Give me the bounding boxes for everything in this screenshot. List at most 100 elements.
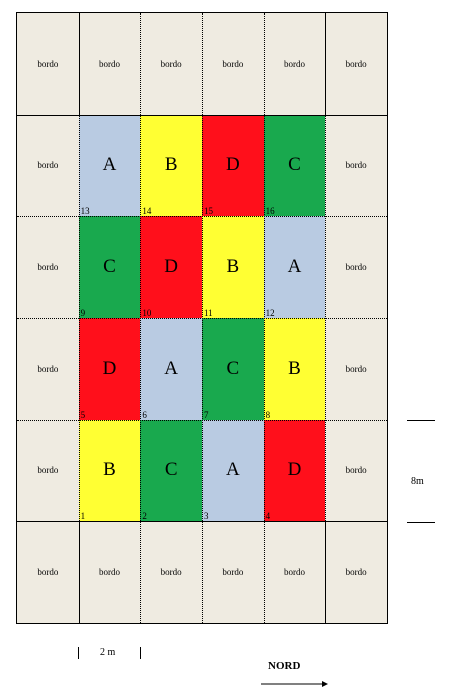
- border-cell: bordo: [17, 216, 79, 318]
- border-label: bordo: [37, 363, 59, 374]
- border-label: bordo: [345, 465, 367, 476]
- border-cell: bordo: [263, 521, 326, 623]
- height-scale-bottom-tick: [407, 522, 435, 523]
- plot-cell: A 12: [263, 216, 326, 318]
- plot-treatment-letter: D: [164, 256, 179, 278]
- plot-number: 12: [265, 307, 275, 318]
- plot-number: 13: [80, 206, 90, 217]
- plot-number: 1: [80, 511, 86, 522]
- border-cell: bordo: [325, 13, 387, 115]
- plot-treatment-letter: C: [288, 154, 301, 176]
- plot-treatment-letter: A: [287, 256, 302, 278]
- border-cell: bordo: [78, 521, 141, 623]
- border-label: bordo: [345, 160, 367, 171]
- border-label: bordo: [345, 58, 367, 69]
- plot-treatment-letter: B: [103, 459, 116, 481]
- grid-divider-horizontal: [17, 114, 387, 116]
- plot-treatment-letter: C: [164, 459, 178, 481]
- width-scale-left-tick: [78, 647, 79, 659]
- plot-number: 10: [142, 307, 152, 318]
- plot-treatment-letter: D: [102, 357, 117, 379]
- plot-cell: B 11: [202, 216, 264, 318]
- grid-divider-solid: [325, 13, 327, 115]
- plot-number: 5: [80, 409, 86, 420]
- plot-treatment-letter: B: [226, 256, 240, 278]
- grid-divider-horizontal: [17, 216, 387, 218]
- border-cell: bordo: [17, 114, 79, 217]
- plot-number: 11: [204, 307, 213, 318]
- grid-divider-horizontal: [17, 318, 387, 319]
- grid-divider-solid: [78, 13, 80, 115]
- north-label: NORD: [268, 660, 301, 672]
- border-cell: bordo: [17, 521, 79, 623]
- border-cell: bordo: [263, 13, 326, 115]
- border-label: bordo: [160, 58, 182, 69]
- plot-number: 9: [80, 307, 86, 318]
- plot-treatment-letter: C: [103, 256, 116, 278]
- plot-number: 2: [142, 511, 147, 522]
- border-label: bordo: [222, 567, 244, 578]
- width-scale-right-tick: [140, 647, 141, 659]
- border-label: bordo: [98, 567, 120, 578]
- border-cell: bordo: [17, 419, 79, 522]
- border-cell: bordo: [78, 13, 141, 115]
- plot-treatment-letter: A: [102, 154, 117, 176]
- grid-divider-solid: [325, 521, 327, 623]
- border-label: bordo: [283, 58, 305, 69]
- height-scale-label: 8m: [411, 476, 424, 487]
- plot-number: 16: [265, 206, 275, 217]
- border-label: bordo: [160, 567, 182, 578]
- plot-number: 3: [204, 511, 209, 522]
- border-cell: bordo: [325, 419, 387, 522]
- border-label: bordo: [37, 567, 59, 578]
- plot-number: 15: [204, 206, 213, 217]
- plot-treatment-letter: A: [225, 459, 240, 481]
- border-cell: bordo: [17, 13, 79, 115]
- border-cell: bordo: [202, 521, 264, 623]
- grid-divider-horizontal: [17, 521, 387, 523]
- field-layout-grid: bordo bordo bordo bordo bordo bordo bordo A 13 B 1…: [16, 12, 388, 624]
- border-label: bordo: [345, 262, 367, 273]
- plot-treatment-letter: B: [164, 154, 178, 176]
- border-cell: bordo: [325, 318, 387, 420]
- border-cell: bordo: [325, 521, 387, 623]
- border-cell: bordo: [325, 114, 387, 217]
- border-label: bordo: [345, 567, 367, 578]
- plot-cell: D 10: [140, 216, 202, 318]
- plot-treatment-letter: D: [225, 154, 240, 176]
- plot-number: 6: [142, 409, 147, 420]
- plot-number: 14: [142, 206, 152, 217]
- border-label: bordo: [37, 160, 59, 171]
- north-arrow-icon: [261, 681, 328, 687]
- border-cell: bordo: [17, 318, 79, 420]
- border-label: bordo: [37, 465, 59, 476]
- plot-treatment-letter: C: [226, 357, 240, 379]
- border-cell: bordo: [202, 13, 264, 115]
- plot-number: 4: [265, 511, 271, 522]
- border-label: bordo: [222, 58, 244, 69]
- grid-divider-solid: [78, 521, 80, 623]
- plot-cell: D 15: [202, 114, 264, 217]
- plot-number: 7: [204, 409, 209, 420]
- border-label: bordo: [283, 567, 305, 578]
- border-label: bordo: [345, 363, 367, 374]
- border-cell: bordo: [140, 521, 202, 623]
- plot-cell: A 13: [78, 114, 141, 217]
- grid-divider-horizontal: [17, 419, 387, 421]
- plot-cell: C 16: [263, 114, 326, 217]
- width-scale-label: 2 m: [100, 647, 116, 658]
- border-cell: bordo: [325, 216, 387, 318]
- plot-cell: B 14: [140, 114, 202, 217]
- border-cell: bordo: [140, 13, 202, 115]
- border-label: bordo: [98, 58, 120, 69]
- plot-treatment-letter: A: [164, 357, 179, 379]
